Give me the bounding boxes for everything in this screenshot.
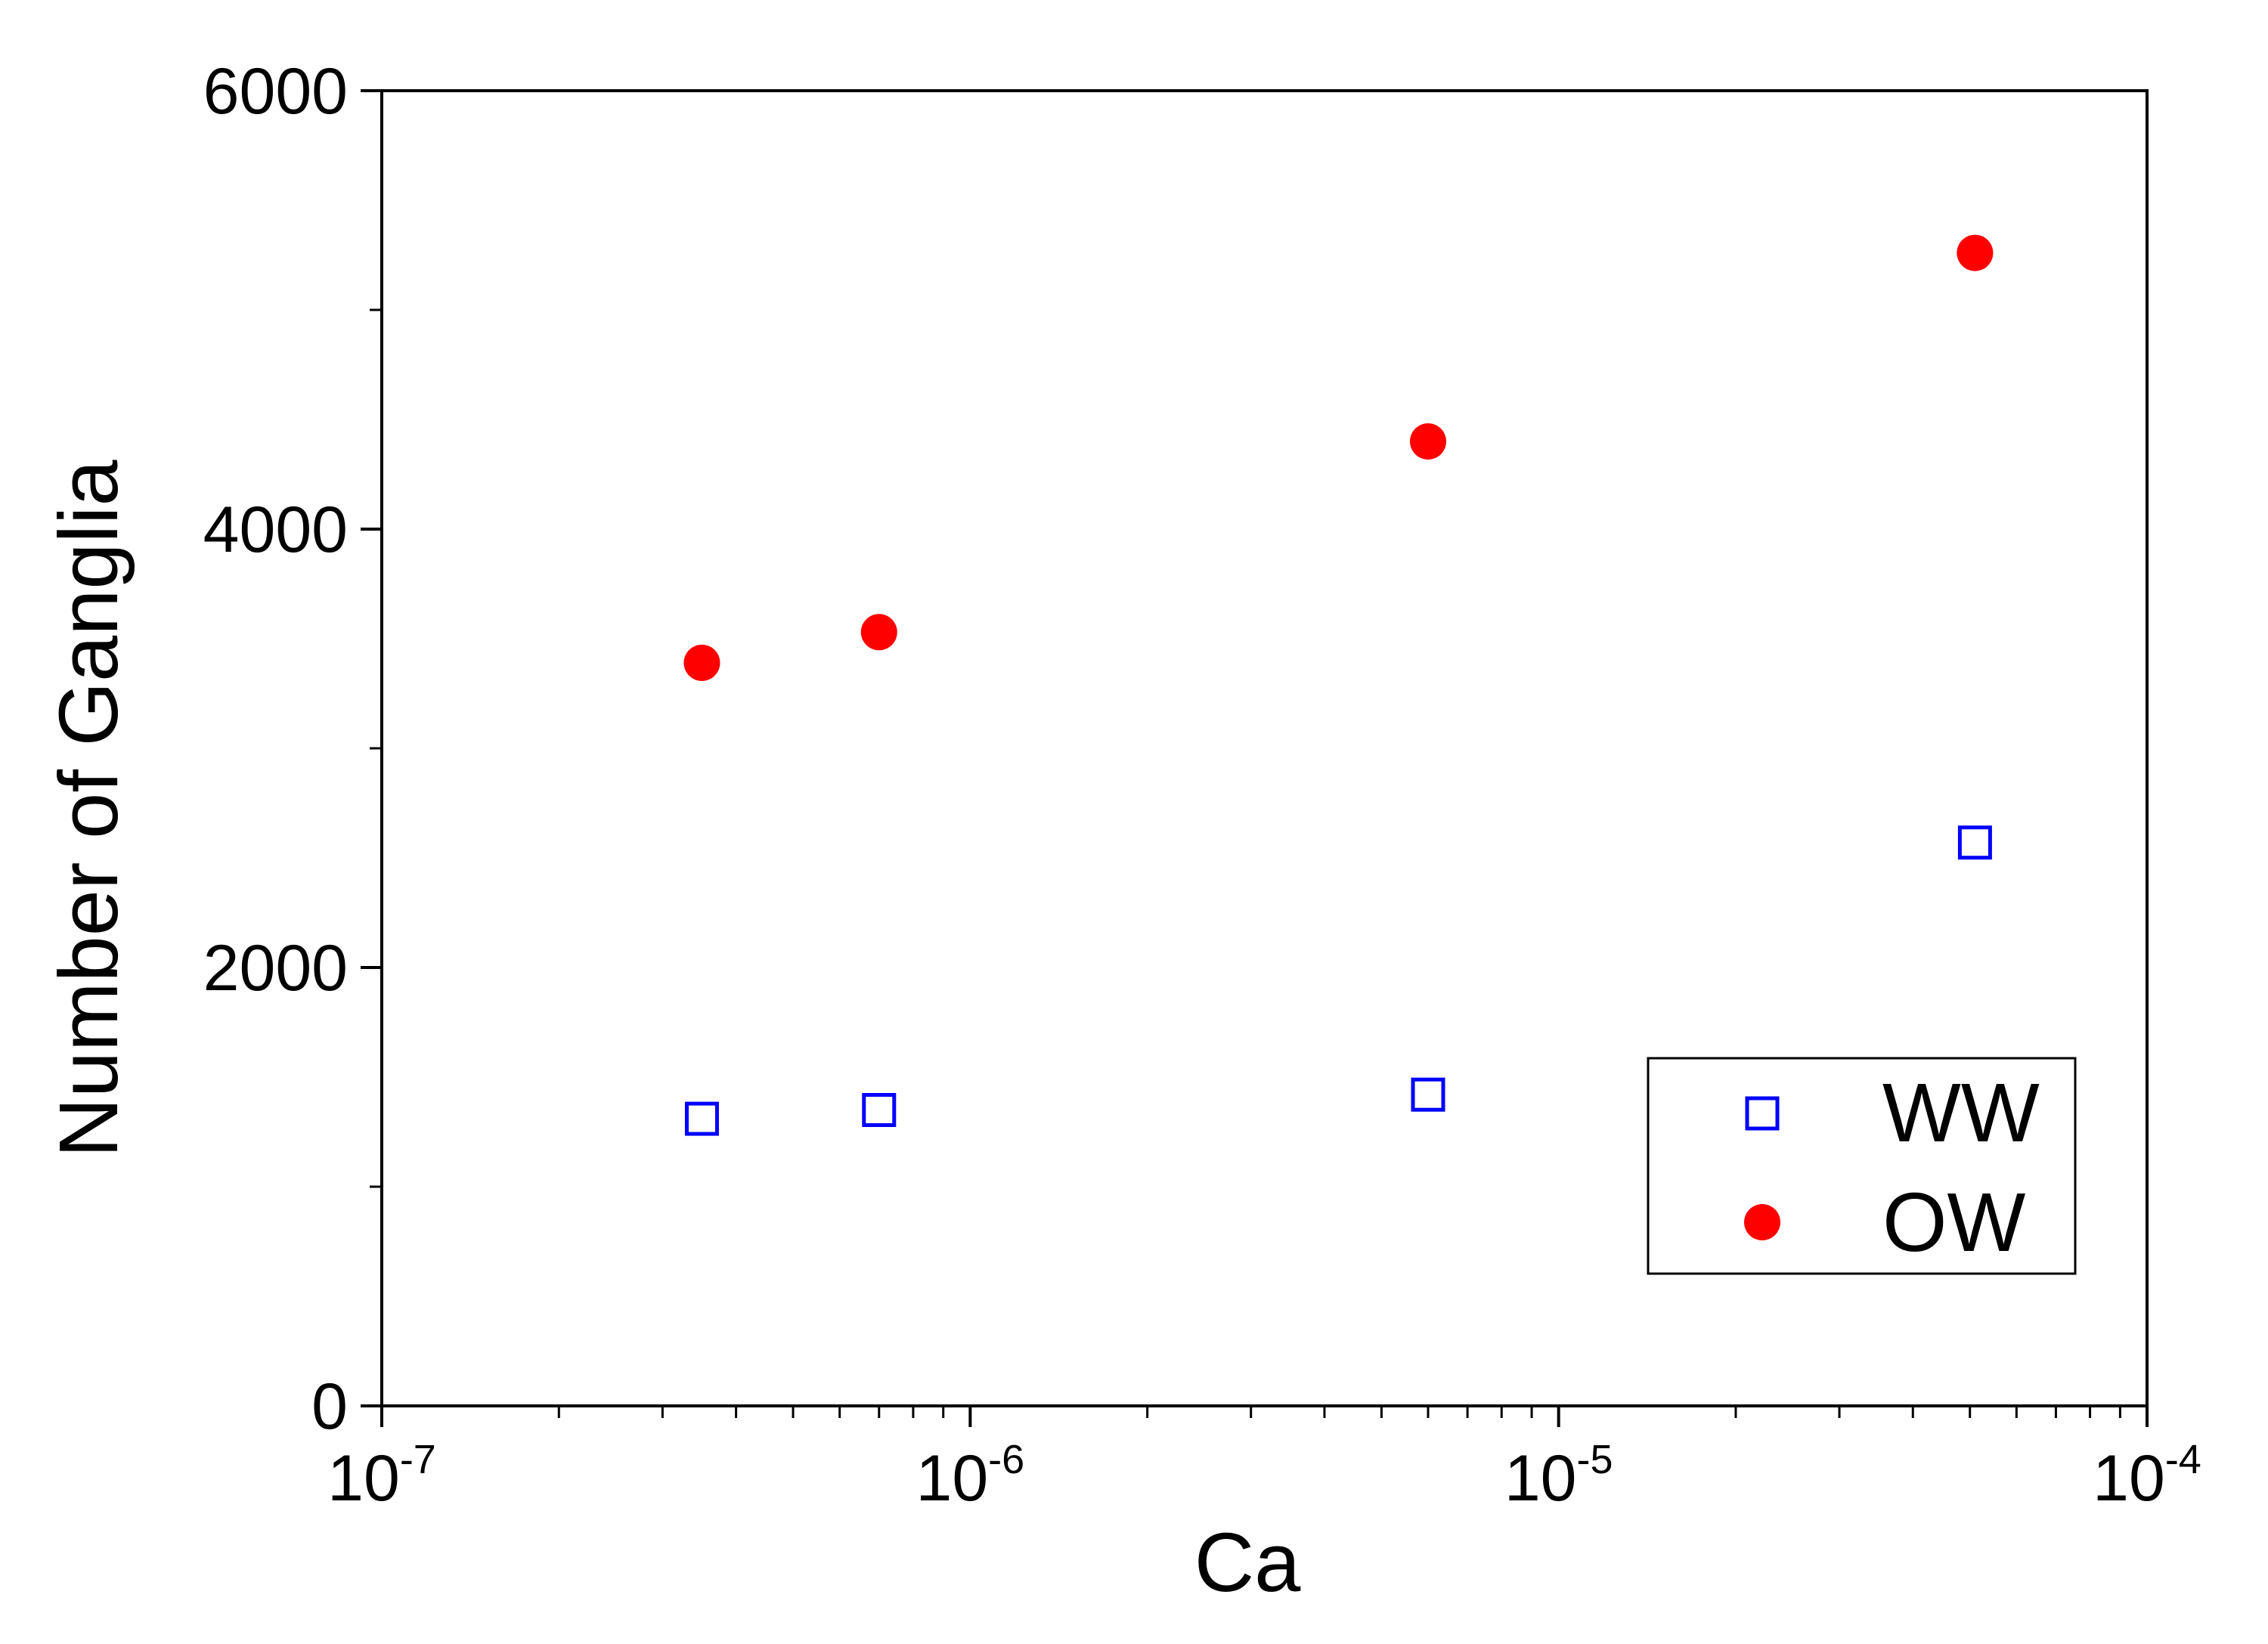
ww-point [684,1101,719,1136]
ww-point [1957,825,1992,860]
x-tick-label: 10-4 [2093,1437,2201,1515]
ww-point [862,1093,897,1127]
legend-label-ow: OW [1882,1176,2026,1269]
x-tick-label: 10-7 [327,1437,436,1515]
x-tick-label: 10-6 [916,1437,1024,1515]
y-tick-label: 6000 [203,55,348,128]
legend-box [1647,1057,2077,1275]
y-tick-label: 0 [311,1370,348,1443]
x-axis-title: Ca [1194,1516,1301,1609]
y-tick-label: 4000 [203,494,348,566]
x-tick-label: 10-5 [1504,1437,1613,1515]
legend-marker-ow [1744,1204,1780,1240]
y-axis-ticks: 0 2000 4000 6000 [203,55,382,1443]
ow-point [683,644,720,681]
ow-point [860,614,897,651]
y-axis-title: Number of Ganglia [42,460,135,1158]
x-axis-ticks: 10-7 10-6 10-5 10-4 [327,1406,2201,1515]
data-points [683,234,1994,1136]
ow-point [1409,423,1446,460]
legend: WW OW [1647,1057,2077,1275]
legend-marker-ww [1745,1096,1780,1131]
legend-label-ww: WW [1882,1067,2040,1159]
y-tick-label: 2000 [203,932,348,1005]
ww-point [1411,1077,1445,1112]
ow-point [1957,234,1994,271]
